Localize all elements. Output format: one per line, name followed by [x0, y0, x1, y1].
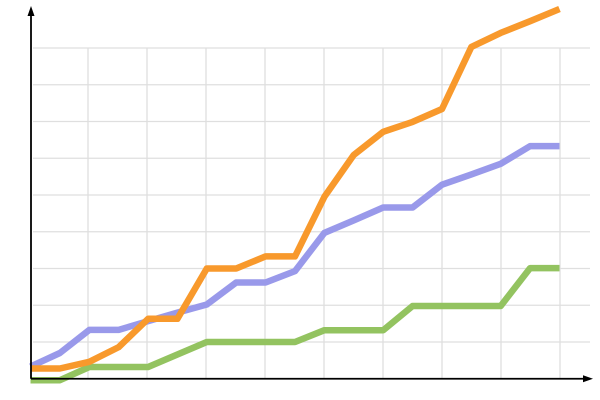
gridlines — [33, 47, 590, 378]
orange-series-line — [30, 5, 561, 372]
y-axis-arrow-icon — [27, 6, 35, 16]
purple-series-line — [29, 142, 560, 370]
chart-series — [29, 5, 561, 384]
x-axis-arrow-icon — [583, 375, 593, 383]
axes — [27, 6, 593, 383]
green-series-line — [30, 264, 560, 384]
